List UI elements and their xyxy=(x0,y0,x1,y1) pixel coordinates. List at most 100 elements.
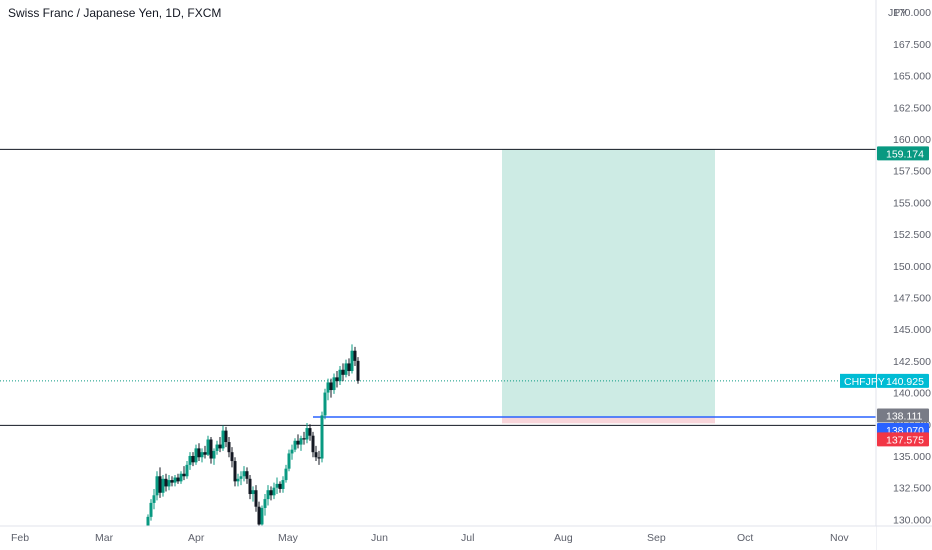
price-tick-label: 145.000 xyxy=(893,324,931,336)
candle xyxy=(152,488,156,510)
candle xyxy=(158,467,162,498)
candle xyxy=(344,359,348,378)
candle xyxy=(278,481,282,493)
candle xyxy=(206,435,210,456)
candle xyxy=(191,452,195,467)
candle xyxy=(320,411,324,463)
price-tick-label: 167.500 xyxy=(893,39,931,51)
time-tick-label: Aug xyxy=(554,532,573,544)
candle xyxy=(179,471,183,484)
price-axis-ticks: 130.000132.500135.000137.500140.000142.5… xyxy=(893,7,931,526)
candle xyxy=(197,443,201,462)
price-axis-panel[interactable] xyxy=(876,0,932,550)
candle xyxy=(215,440,219,455)
candle xyxy=(302,431,306,445)
candle xyxy=(257,501,261,527)
candle xyxy=(272,482,276,500)
candle xyxy=(245,467,249,484)
candle xyxy=(212,448,216,465)
candle xyxy=(251,486,255,502)
candle xyxy=(260,505,264,529)
price-tick-label: 132.500 xyxy=(893,483,931,495)
candle xyxy=(209,436,213,464)
candle xyxy=(167,475,171,491)
symbol-label: CHFJPY xyxy=(840,373,885,388)
stop-price-tag: 137.575 xyxy=(877,432,929,447)
horizontal-levels xyxy=(0,148,876,426)
svg-text:159.174: 159.174 xyxy=(886,148,924,160)
candle xyxy=(305,423,309,444)
candle xyxy=(314,445,318,462)
candle xyxy=(299,435,303,451)
candle xyxy=(188,452,192,470)
last-price-tag: 140.925 xyxy=(877,373,929,388)
candle xyxy=(269,486,273,501)
price-tick-label: 160.000 xyxy=(893,134,931,146)
candle xyxy=(341,363,345,382)
candle xyxy=(281,476,285,493)
candle xyxy=(221,425,225,451)
target-price-tag: 159.174 xyxy=(877,146,929,161)
price-tick-label: 152.500 xyxy=(893,229,931,241)
candle xyxy=(173,475,177,487)
price-tick-label: 157.500 xyxy=(893,166,931,178)
candle xyxy=(350,344,354,374)
time-tick-label: Jul xyxy=(461,532,474,544)
price-tick-label: 130.000 xyxy=(893,514,931,526)
time-tick-label: Mar xyxy=(95,532,114,544)
candle xyxy=(149,499,153,521)
candle xyxy=(161,475,165,497)
price-tags: 159.174140.925138.111138.070137.575CHFJP… xyxy=(840,146,929,447)
candle xyxy=(290,444,294,460)
svg-text:137.575: 137.575 xyxy=(886,434,924,446)
time-tick-label: Oct xyxy=(737,532,753,544)
candle xyxy=(200,448,204,463)
candlestick-series xyxy=(146,344,360,531)
currency-label: JPY xyxy=(888,7,907,19)
time-tick-label: May xyxy=(278,532,299,544)
time-tick-label: Jun xyxy=(371,532,388,544)
candle xyxy=(194,444,198,465)
time-axis-panel[interactable] xyxy=(0,526,876,550)
candle xyxy=(248,475,252,500)
candle xyxy=(182,466,186,481)
candle xyxy=(164,473,168,492)
candle xyxy=(263,494,267,516)
candle xyxy=(218,436,222,453)
candle xyxy=(335,371,339,388)
candle xyxy=(236,473,240,487)
price-tick-label: 170.000 xyxy=(893,7,931,19)
candle xyxy=(170,476,174,487)
candle xyxy=(347,358,351,377)
candle xyxy=(332,373,336,394)
entry-price-tag: 138.111 xyxy=(877,408,929,423)
candle xyxy=(266,485,270,506)
candle xyxy=(176,473,180,484)
candle xyxy=(326,378,330,401)
time-tick-label: Feb xyxy=(11,532,29,544)
time-tick-label: Nov xyxy=(830,532,849,544)
time-tick-label: Apr xyxy=(188,532,205,544)
candle xyxy=(308,424,312,441)
candle xyxy=(275,477,279,495)
long-position-tool[interactable] xyxy=(502,149,715,424)
candle xyxy=(227,436,231,458)
candle xyxy=(230,447,234,468)
candle xyxy=(356,357,360,384)
candle xyxy=(329,378,333,398)
candle xyxy=(287,449,291,472)
price-tick-label: 165.000 xyxy=(893,71,931,83)
candle xyxy=(317,450,321,465)
candle xyxy=(311,431,315,458)
candle xyxy=(254,485,258,512)
candle xyxy=(284,464,288,483)
candle xyxy=(224,426,228,448)
svg-text:138.111: 138.111 xyxy=(886,411,923,423)
price-tick-label: 140.000 xyxy=(893,388,931,400)
candle xyxy=(296,434,300,449)
profit-zone[interactable] xyxy=(502,149,715,417)
candle xyxy=(293,438,297,453)
candle xyxy=(323,388,327,420)
loss-zone[interactable] xyxy=(502,416,715,424)
